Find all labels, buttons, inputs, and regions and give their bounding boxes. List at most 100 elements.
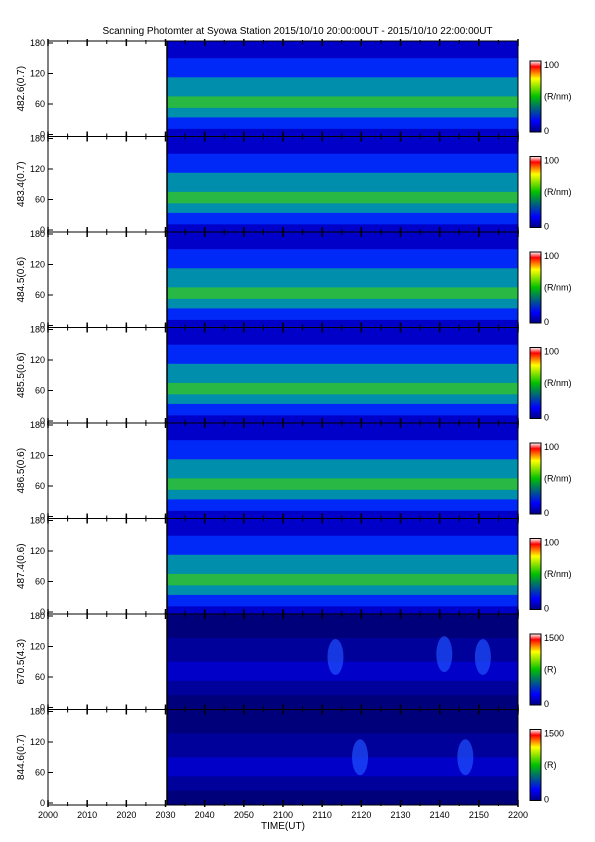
colorbar-unit: (R/nm) bbox=[544, 187, 572, 197]
emission-band-3 bbox=[167, 191, 518, 204]
colorbar-min-label: 0 bbox=[544, 413, 549, 423]
x-tick-label: 2100 bbox=[273, 810, 293, 820]
colorbar-unit: (R) bbox=[544, 760, 557, 770]
emission-band-3 bbox=[167, 573, 518, 586]
colorbar-max-label: 100 bbox=[544, 538, 559, 548]
colorbar-min-label: 0 bbox=[544, 508, 549, 518]
y-tick-label: 180 bbox=[30, 229, 45, 239]
panel-image bbox=[167, 518, 518, 614]
no-data-area bbox=[48, 518, 167, 614]
emission-band-3 bbox=[167, 382, 518, 395]
x-tick-label: 2030 bbox=[155, 810, 175, 820]
y-tick-label: 60 bbox=[35, 577, 45, 587]
emission-band-3 bbox=[167, 478, 518, 490]
emission-band-2 bbox=[167, 661, 518, 681]
colorbar-max-label: 100 bbox=[544, 156, 559, 166]
panel-ylabel: 844.6(0.7) bbox=[16, 734, 27, 780]
colorbar-max-label: 1500 bbox=[544, 729, 564, 739]
y-tick-label: 0 bbox=[40, 512, 45, 522]
panel-6: 0 60 120 180 487.4(0.6) 100 0 (R/nm) bbox=[16, 516, 572, 618]
colorbar bbox=[529, 156, 542, 228]
colorbar-min-label: 0 bbox=[544, 699, 549, 709]
y-tick-label: 0 bbox=[40, 225, 45, 235]
panel-4: 0 60 120 180 485.5(0.6) 100 0 (R/nm) bbox=[16, 325, 572, 427]
y-tick-label: 0 bbox=[40, 130, 45, 140]
panel-image bbox=[167, 41, 518, 137]
x-tick-label: 2130 bbox=[390, 810, 410, 820]
panel-2: 0 60 120 180 483.4(0.7) 100 0 (R/nm) bbox=[16, 134, 572, 236]
colorbar-max-label: 100 bbox=[544, 251, 559, 261]
y-tick-label: 180 bbox=[30, 611, 45, 621]
emission-band-3 bbox=[167, 96, 518, 108]
x-tick-label: 2120 bbox=[351, 810, 371, 820]
y-tick-label: 60 bbox=[35, 99, 45, 109]
no-data-area bbox=[48, 614, 167, 710]
no-data-area bbox=[48, 41, 167, 137]
colorbar bbox=[529, 442, 542, 515]
no-data-area bbox=[48, 232, 167, 328]
y-tick-label: 60 bbox=[35, 672, 45, 682]
colorbar-min-label: 0 bbox=[544, 604, 549, 614]
y-tick-label: 180 bbox=[30, 38, 45, 48]
no-data-area bbox=[48, 136, 167, 232]
panel-image bbox=[167, 423, 518, 519]
patch-3 bbox=[474, 638, 491, 675]
y-tick-label: 180 bbox=[30, 134, 45, 144]
panel-ylabel: 486.5(0.6) bbox=[16, 448, 27, 494]
y-tick-label: 60 bbox=[35, 386, 45, 396]
colorbar-unit: (R/nm) bbox=[544, 92, 572, 102]
panel-3: 0 60 120 180 484.5(0.6) 100 0 (R/nm) bbox=[16, 229, 572, 331]
panels-group: 0 60 120 180 482.6(0.7) 100 0 (R/nm) 0 60 120 180 48… bbox=[16, 38, 572, 808]
y-tick-label: 120 bbox=[30, 260, 45, 270]
colorbar-min-label: 0 bbox=[544, 222, 549, 232]
panel-8: 0 60 120 180 844.6(0.7) 1500 0 (R) bbox=[16, 707, 564, 809]
colorbar-min-label: 0 bbox=[544, 317, 549, 327]
chart-title: Scanning Photomter at Syowa Station 2015… bbox=[102, 26, 493, 37]
no-data-area bbox=[48, 327, 167, 423]
y-tick-label: 120 bbox=[30, 355, 45, 365]
emission-band-3 bbox=[167, 287, 518, 299]
y-tick-label: 0 bbox=[40, 416, 45, 426]
colorbar-unit: (R/nm) bbox=[544, 569, 572, 579]
y-tick-label: 120 bbox=[30, 737, 45, 747]
y-tick-label: 0 bbox=[40, 798, 45, 808]
x-tick-label: 2110 bbox=[312, 810, 331, 820]
colorbar-unit: (R/nm) bbox=[544, 474, 572, 484]
y-tick-label: 180 bbox=[30, 420, 45, 430]
y-tick-label: 180 bbox=[30, 325, 45, 335]
colorbar bbox=[529, 60, 542, 133]
panel-1: 0 60 120 180 482.6(0.7) 100 0 (R/nm) bbox=[16, 38, 572, 140]
x-axis: 2000 2010 2020 2030 2040 2050 2100 2110 2120 2130… bbox=[38, 810, 528, 832]
patch-1 bbox=[327, 638, 344, 675]
x-tick-label: 2200 bbox=[508, 810, 528, 820]
colorbar-max-label: 1500 bbox=[544, 633, 564, 643]
panel-ylabel: 482.6(0.7) bbox=[16, 66, 27, 112]
panel-5: 0 60 120 180 486.5(0.6) 100 0 (R/nm) bbox=[16, 420, 572, 522]
y-tick-label: 60 bbox=[35, 768, 45, 778]
colorbar-max-label: 100 bbox=[544, 442, 559, 452]
x-tick-label: 2150 bbox=[469, 810, 489, 820]
panel-ylabel: 483.4(0.7) bbox=[16, 161, 27, 207]
panel-image bbox=[167, 136, 518, 232]
y-tick-label: 0 bbox=[40, 607, 45, 617]
patch-2 bbox=[457, 739, 474, 776]
colorbar-unit: (R/nm) bbox=[544, 378, 572, 388]
y-tick-label: 60 bbox=[35, 290, 45, 300]
y-tick-label: 60 bbox=[35, 481, 45, 491]
panel-image bbox=[167, 327, 518, 423]
colorbar-min-label: 0 bbox=[544, 126, 549, 136]
y-tick-label: 180 bbox=[30, 707, 45, 717]
colorbar-max-label: 100 bbox=[544, 347, 559, 357]
y-tick-label: 120 bbox=[30, 642, 45, 652]
colorbar-unit: (R/nm) bbox=[544, 283, 572, 293]
x-tick-label: 2020 bbox=[116, 810, 136, 820]
no-data-area bbox=[48, 423, 167, 519]
y-tick-label: 0 bbox=[40, 321, 45, 331]
colorbar-unit: (R) bbox=[544, 665, 557, 675]
patch-1 bbox=[352, 739, 369, 776]
x-tick-label: 2000 bbox=[38, 810, 58, 820]
panel-ylabel: 484.5(0.6) bbox=[16, 257, 27, 303]
x-tick-label: 2050 bbox=[234, 810, 254, 820]
y-tick-label: 120 bbox=[30, 164, 45, 174]
